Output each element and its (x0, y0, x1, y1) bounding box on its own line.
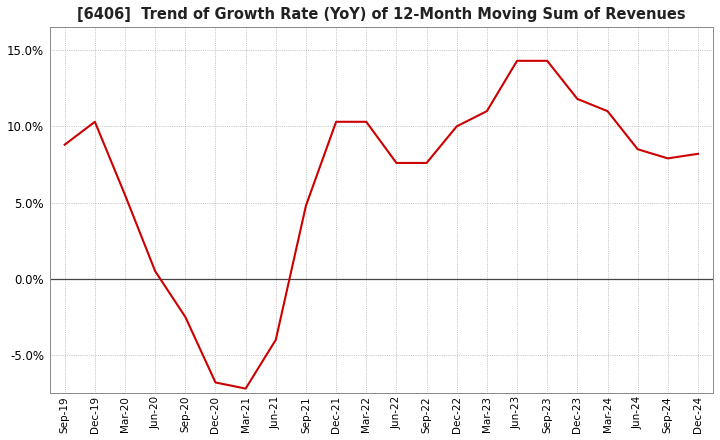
Title: [6406]  Trend of Growth Rate (YoY) of 12-Month Moving Sum of Revenues: [6406] Trend of Growth Rate (YoY) of 12-… (77, 7, 685, 22)
